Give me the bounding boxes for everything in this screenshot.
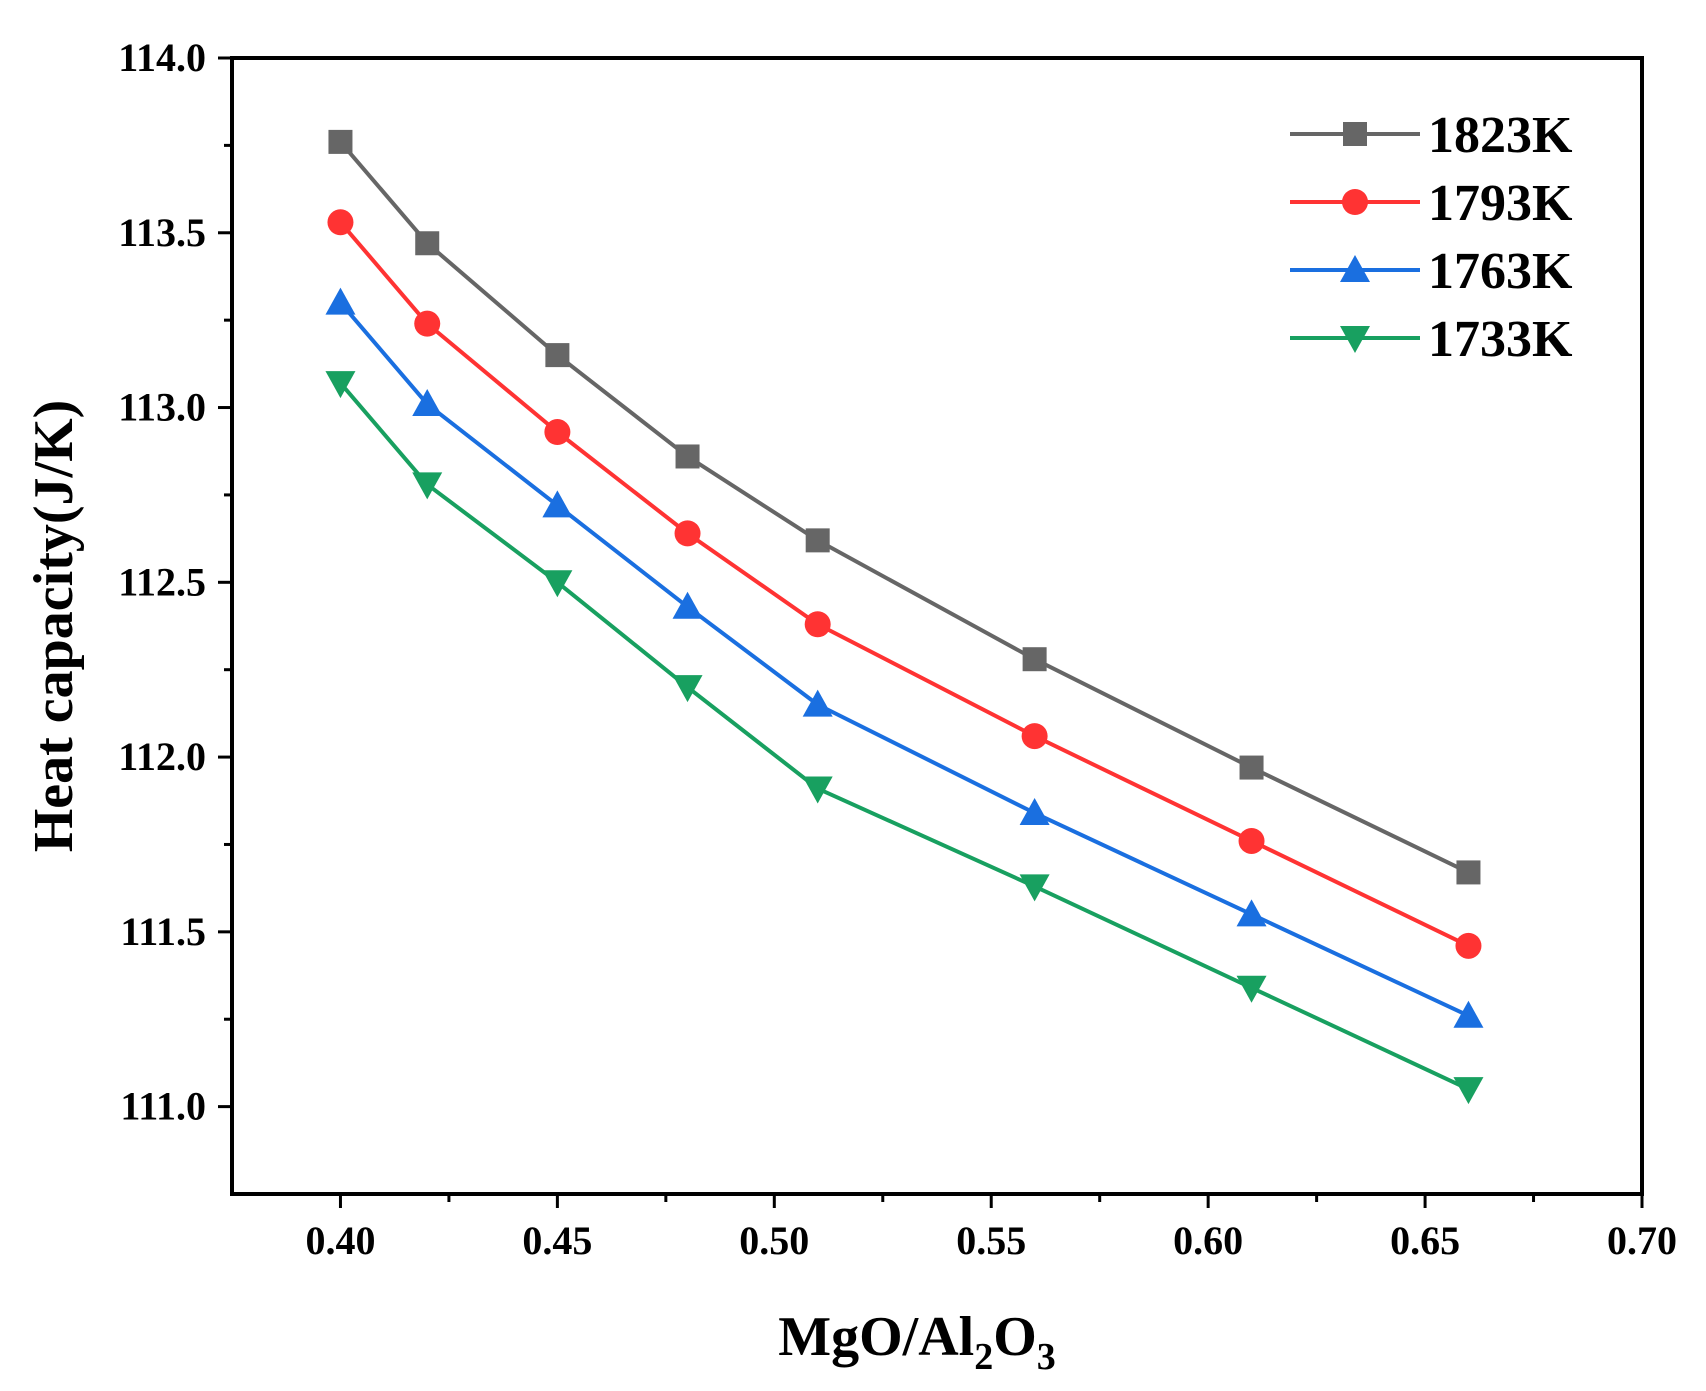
- legend-item-1733K: 1733K: [1290, 311, 1573, 368]
- data-point-square: [675, 444, 700, 469]
- data-point-circle: [804, 611, 831, 638]
- x-tick-label: 0.70: [1607, 1218, 1677, 1263]
- data-point-triangle-up: [542, 490, 573, 518]
- data-point-triangle-up: [1453, 1000, 1484, 1028]
- data-point-circle: [1238, 827, 1265, 854]
- plot-frame: [230, 56, 1644, 1196]
- y-axis-title: Heat capacity(J/K): [23, 400, 85, 853]
- legend-label: 1763K: [1428, 243, 1573, 300]
- data-point-triangle-down: [1453, 1077, 1484, 1105]
- y-tick-label: 112.0: [118, 734, 206, 779]
- x-axis-title-mid: O: [993, 1306, 1037, 1368]
- x-tick-label: 0.65: [1390, 1218, 1460, 1263]
- x-tick-label: 0.45: [522, 1218, 592, 1263]
- data-point-circle: [674, 520, 701, 547]
- data-point-triangle-down: [1340, 326, 1370, 353]
- data-point-circle: [1021, 723, 1048, 750]
- data-point-square: [1022, 647, 1047, 672]
- data-point-triangle-up: [325, 287, 356, 315]
- legend-item-1793K: 1793K: [1290, 175, 1573, 232]
- legend-label: 1733K: [1428, 311, 1573, 368]
- series-1763K: [325, 287, 1484, 1028]
- series-line: [338, 220, 1470, 948]
- y-tick-label: 114.0: [118, 35, 206, 80]
- data-point-triangle-down: [802, 776, 833, 804]
- data-point-triangle-down: [542, 570, 573, 598]
- legend-label: 1823K: [1428, 107, 1573, 164]
- x-axis-title-main: MgO/Al: [778, 1306, 974, 1368]
- series-1823K: [328, 129, 1481, 885]
- axis-layer: 0.40 0.45 0.50 0.55 0.60 0.65 0.70 111.0 111.5 11…: [118, 35, 1677, 1263]
- data-point-circle: [1455, 932, 1482, 959]
- data-point-triangle-up: [412, 389, 443, 417]
- x-tick-label: 0.40: [305, 1218, 375, 1263]
- data-point-square: [805, 528, 830, 553]
- data-point-circle: [414, 310, 441, 337]
- series-1733K: [325, 371, 1484, 1105]
- legend-item-1823K: 1823K: [1290, 107, 1573, 164]
- data-point-circle: [544, 419, 571, 446]
- y-tick-label: 112.5: [118, 559, 206, 604]
- y-tick-label: 111.5: [120, 909, 206, 954]
- data-point-circle: [1342, 189, 1368, 215]
- data-point-circle: [327, 209, 354, 236]
- legend: 1823K 1793K 1763K 1733K: [1290, 107, 1573, 368]
- series-line: [338, 301, 1470, 1018]
- x-axis-title-sub1: 2: [974, 1336, 993, 1378]
- legend-label: 1793K: [1428, 175, 1573, 232]
- data-point-triangle-up: [672, 591, 703, 619]
- data-point-square: [415, 231, 440, 256]
- data-point-triangle-up: [1340, 255, 1370, 282]
- data-point-triangle-down: [412, 472, 443, 500]
- x-tick-label: 0.60: [1173, 1218, 1243, 1263]
- data-point-triangle-up: [1236, 899, 1267, 927]
- y-tick-label: 113.5: [118, 210, 206, 255]
- series-1793K: [327, 209, 1482, 959]
- x-tick-label: 0.50: [739, 1218, 809, 1263]
- data-point-triangle-up: [1019, 798, 1050, 826]
- series-layer: [325, 129, 1484, 1105]
- series-line: [338, 140, 1470, 875]
- x-tick-label: 0.55: [956, 1218, 1026, 1263]
- y-tick-label: 111.0: [120, 1084, 206, 1129]
- data-point-square: [545, 343, 570, 368]
- x-axis-title-sub2: 3: [1037, 1336, 1056, 1378]
- data-point-triangle-down: [1019, 874, 1050, 902]
- data-point-square: [328, 129, 353, 154]
- data-point-triangle-down: [672, 675, 703, 703]
- y-tick-label: 113.0: [118, 385, 206, 430]
- data-point-triangle-up: [802, 689, 833, 717]
- data-point-square: [1343, 122, 1367, 146]
- x-axis-title: MgO/Al2O3: [778, 1306, 1056, 1378]
- data-point-square: [1239, 755, 1264, 780]
- legend-item-1763K: 1763K: [1290, 243, 1573, 300]
- data-point-triangle-down: [1236, 975, 1267, 1003]
- series-line: [338, 381, 1470, 1091]
- data-point-square: [1456, 860, 1481, 885]
- data-point-triangle-down: [325, 371, 356, 399]
